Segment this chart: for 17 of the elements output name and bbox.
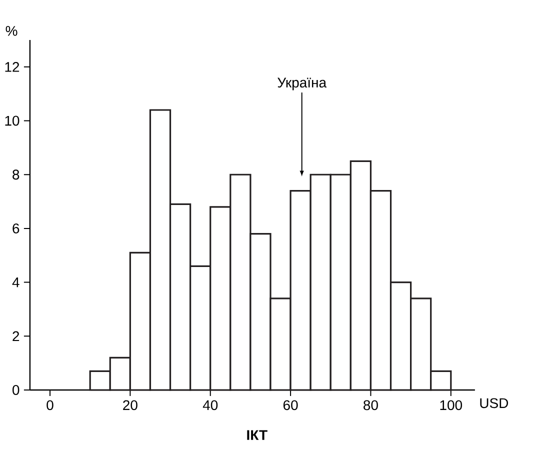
y-tick-label: 12: [5, 62, 20, 72]
annotation: Україна: [278, 78, 327, 90]
text: ІКТ: [247, 430, 268, 440]
y-tick-label: 8: [12, 170, 20, 180]
x-tick-label: 20: [123, 400, 138, 410]
y-tick-label: 4: [12, 278, 20, 288]
y-axis-title: %: [6, 26, 18, 36]
x-tick-label: 0: [46, 400, 54, 410]
y-tick-label: 10: [5, 116, 20, 126]
x-axis-title: USD: [480, 398, 508, 408]
x-tick-label: 80: [364, 400, 378, 410]
x-tick-label: 60: [283, 400, 298, 410]
y-tick-label: 2: [12, 331, 20, 342]
y-tick-label: 0: [12, 385, 20, 395]
x-tick-label: 40: [202, 400, 218, 410]
x-tick-label: 100: [440, 400, 462, 410]
y-tick-label: 6: [12, 224, 20, 234]
